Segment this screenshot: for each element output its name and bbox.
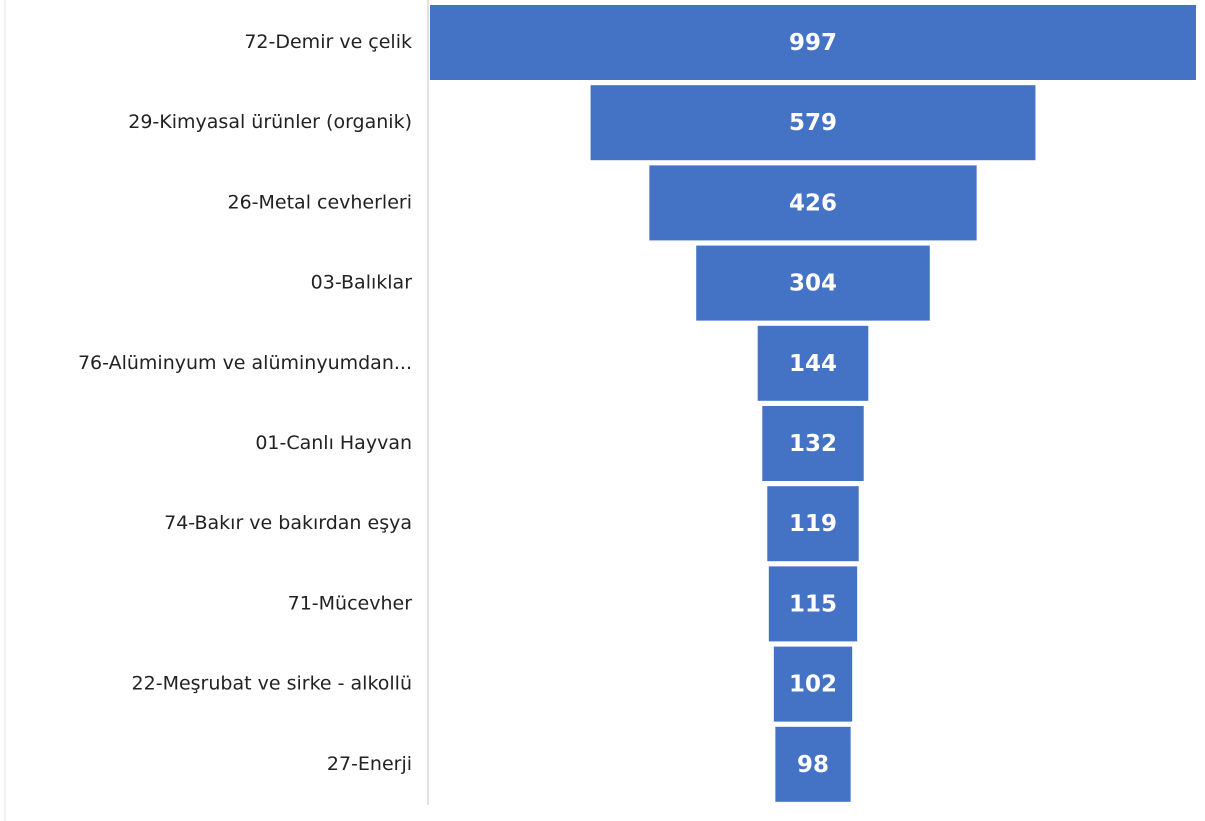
value-label: 997	[789, 30, 837, 56]
category-label: 03-Balıklar	[311, 272, 413, 294]
value-label: 132	[789, 431, 837, 457]
value-label: 144	[789, 351, 837, 377]
funnel-bar	[773, 646, 853, 722]
value-label: 115	[789, 591, 837, 617]
category-label: 74-Bakır ve bakırdan eşya	[164, 512, 412, 534]
value-label: 102	[789, 672, 837, 698]
funnel-bar	[762, 406, 864, 481]
category-label: 76-Alüminyum ve alüminyumdan...	[78, 352, 412, 374]
funnel-bar	[430, 5, 1196, 80]
funnel-bar	[649, 165, 977, 241]
category-label: 72-Demir ve çelik	[244, 31, 412, 53]
value-label: 98	[797, 752, 829, 778]
funnel-bar	[767, 486, 859, 562]
value-label: 426	[789, 190, 837, 216]
category-label: 71-Mücevher	[288, 592, 413, 614]
funnel-bar	[590, 85, 1036, 161]
category-label: 29-Kimyasal ürünler (organik)	[128, 111, 412, 133]
category-label: 01-Canlı Hayvan	[255, 432, 412, 454]
funnel-bar	[768, 566, 858, 642]
value-label: 304	[789, 271, 837, 297]
value-label: 119	[789, 511, 837, 537]
funnel-bar	[757, 325, 869, 401]
funnel-bar	[775, 726, 851, 802]
category-label: 26-Metal cevherleri	[227, 191, 412, 213]
funnel-bar	[696, 245, 930, 321]
category-label: 22-Meşrubat ve sirke - alkollü	[132, 673, 412, 695]
category-label: 27-Enerji	[327, 753, 412, 775]
value-label: 579	[789, 110, 837, 136]
